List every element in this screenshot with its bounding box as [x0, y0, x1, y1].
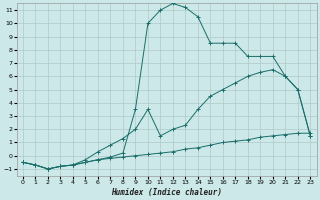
X-axis label: Humidex (Indice chaleur): Humidex (Indice chaleur)	[111, 188, 222, 197]
